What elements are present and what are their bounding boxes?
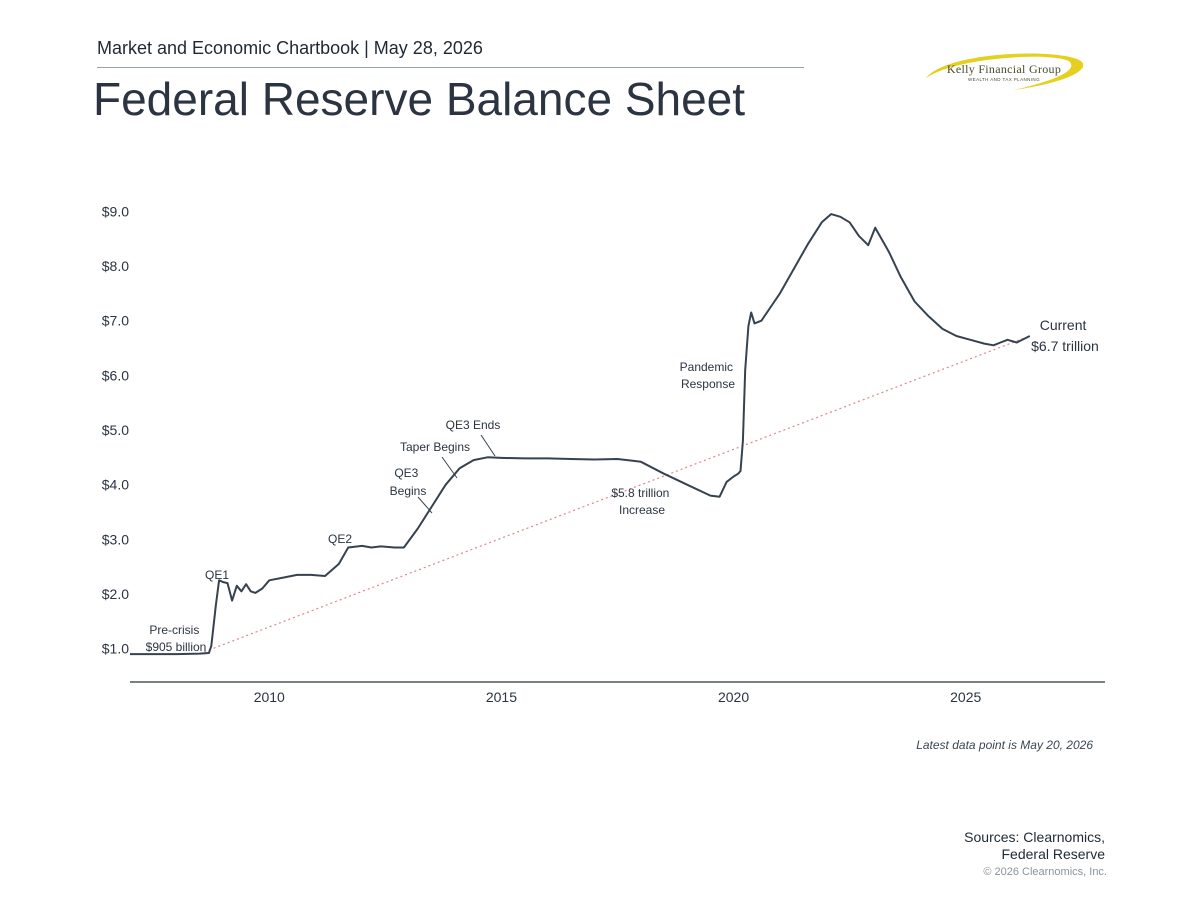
company-logo: Kelly Financial Group WEALTH AND TAX PLA…: [918, 48, 1088, 96]
x-tick-label: 2015: [486, 689, 517, 705]
logo-swoosh-icon: [926, 53, 1084, 90]
annotation-precrisis: Pre-crisis $905 billion: [146, 623, 207, 654]
y-tick-label: $4.0: [102, 477, 129, 493]
annotation-taper-begins: Taper Begins: [400, 440, 470, 454]
x-tick-label: 2020: [718, 689, 749, 705]
y-axis: $1.0 $2.0 $3.0 $4.0 $5.0 $6.0 $7.0 $8.0 $9.0: [102, 203, 129, 656]
x-tick-label: 2025: [950, 689, 981, 705]
annotation-leaders: [417, 434, 496, 514]
annotation-qe3-begins: QE3 Begins: [390, 466, 427, 498]
annotations: Pre-crisis $905 billion QE1 QE2 QE3 Begi…: [146, 317, 1099, 654]
y-tick-label: $7.0: [102, 313, 129, 329]
annotation-qe1: QE1: [205, 568, 229, 582]
annotation-increase: $5.8 trillion Increase: [611, 486, 672, 517]
leader-taper: [441, 456, 458, 479]
y-tick-label: $9.0: [102, 203, 129, 219]
annotation-current: Current $6.7 trillion: [1031, 317, 1099, 354]
x-tick-label: 2010: [254, 689, 285, 705]
latest-data-note: Latest data point is May 20, 2026: [916, 738, 1093, 752]
annotation-qe2: QE2: [328, 532, 352, 546]
sources-line-1: Sources: Clearnomics,: [964, 829, 1105, 845]
annotation-qe3-ends: QE3 Ends: [446, 418, 501, 432]
leader-qe3end: [480, 434, 496, 457]
annotation-pandemic: Pandemic Response: [680, 360, 737, 391]
y-tick-label: $8.0: [102, 258, 129, 274]
sources: Sources: Clearnomics, Federal Reserve: [964, 829, 1105, 863]
x-axis: 2010 2015 2020 2025: [130, 681, 1105, 705]
y-tick-label: $5.0: [102, 422, 129, 438]
leader-qe3: [417, 496, 433, 514]
page-title: Federal Reserve Balance Sheet: [93, 73, 746, 125]
copyright: © 2026 Clearnomics, Inc.: [983, 866, 1107, 878]
header-divider: [97, 67, 804, 68]
y-tick-label: $6.0: [102, 367, 129, 383]
y-tick-label: $1.0: [102, 641, 129, 657]
chartbook-kicker: Market and Economic Chartbook | May 28, …: [97, 38, 483, 58]
series-line-balance-sheet: [130, 213, 1031, 656]
y-tick-label: $2.0: [102, 586, 129, 602]
trend-line: [199, 335, 1031, 655]
sources-line-2: Federal Reserve: [1001, 846, 1106, 862]
logo-name: Kelly Financial Group: [946, 62, 1062, 76]
logo-tagline: WEALTH AND TAX PLANNING: [968, 77, 1040, 82]
y-tick-label: $3.0: [102, 531, 129, 547]
